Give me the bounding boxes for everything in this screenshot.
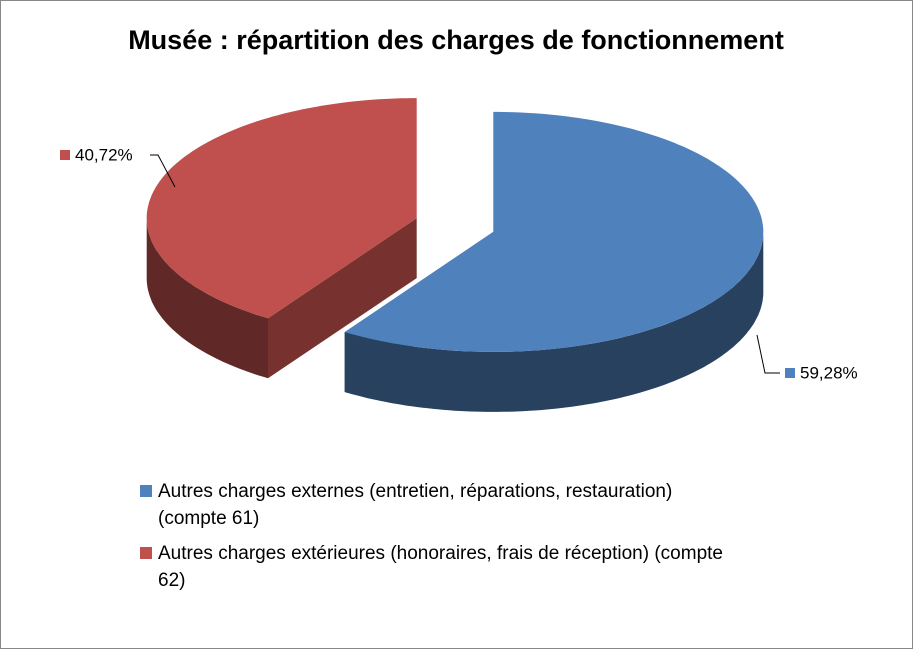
slice: [146, 98, 417, 319]
data-label: 59,28%: [800, 363, 858, 382]
leader-line: [150, 154, 176, 188]
data-label: 40,72%: [75, 145, 133, 164]
slice-wall: [344, 231, 764, 412]
legend-item: Autres charges extérieures (honoraires, …: [140, 540, 738, 594]
legend-label: Autres charges externes (entretien, répa…: [158, 481, 673, 529]
slice-side: [268, 218, 417, 379]
leader-line: [756, 334, 780, 374]
legend-item: Autres charges externes (entretien, répa…: [140, 478, 738, 532]
slice: [344, 111, 764, 352]
chart-title: Musée : répartition des charges de fonct…: [128, 25, 784, 55]
legend-swatch: [140, 547, 152, 559]
legend-swatch: [140, 485, 152, 497]
legend-label: Autres charges extérieures (honoraires, …: [158, 543, 723, 591]
slice-wall: [146, 218, 268, 379]
label-swatch: [60, 150, 70, 160]
label-swatch: [785, 368, 795, 378]
